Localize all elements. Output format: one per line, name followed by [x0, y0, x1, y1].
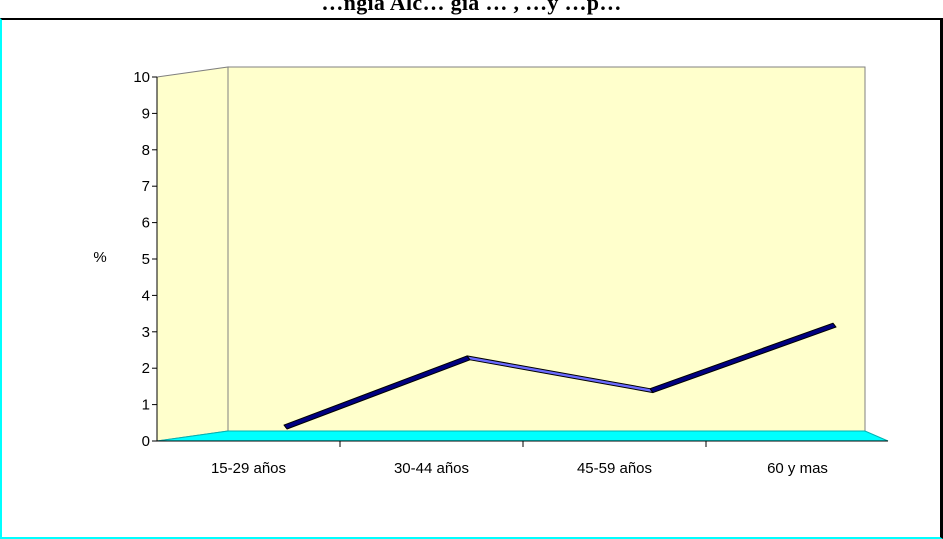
chart-title: …ngía Alc… gía … , …y …p…	[321, 0, 622, 15]
floor	[156, 430, 889, 442]
x-tick-label: 15-29 años	[211, 460, 286, 477]
title-strip: …ngía Alc… gía … , …y …p…	[0, 0, 943, 18]
y-tick-label: 8	[142, 142, 150, 159]
chart-walls	[156, 66, 889, 442]
y-tick-label: 1	[142, 397, 150, 414]
back-wall	[227, 66, 866, 432]
side-wall	[156, 66, 229, 442]
data-point	[285, 426, 286, 428]
y-tick-label: 6	[142, 215, 150, 232]
data-point	[651, 390, 652, 392]
chart-frame	[0, 18, 943, 539]
y-tick-label: 4	[142, 287, 150, 304]
line-segment	[649, 322, 837, 394]
x-tick-label: 60 y mas	[767, 460, 828, 477]
chart-marks	[283, 322, 837, 430]
y-tick-label: 3	[142, 324, 150, 341]
y-axis-label: %	[93, 249, 106, 266]
data-point	[834, 324, 835, 326]
y-tick-label: 5	[142, 251, 150, 268]
x-tick-label: 30-44 años	[394, 460, 469, 477]
y-tick-label: 10	[133, 69, 150, 86]
chart-labels: 0 1 2 3 4 5 6 7 8 9 10 15-29 años 30-44 años 45-59 añ…	[93, 69, 828, 477]
chart-axes	[152, 76, 888, 447]
y-tick-label: 2	[142, 360, 150, 377]
y-tick-label: 9	[142, 105, 150, 122]
y-tick-label: 0	[142, 433, 150, 450]
data-point	[468, 357, 469, 359]
x-tick-label: 45-59 años	[577, 460, 652, 477]
y-tick-label: 7	[142, 178, 150, 195]
